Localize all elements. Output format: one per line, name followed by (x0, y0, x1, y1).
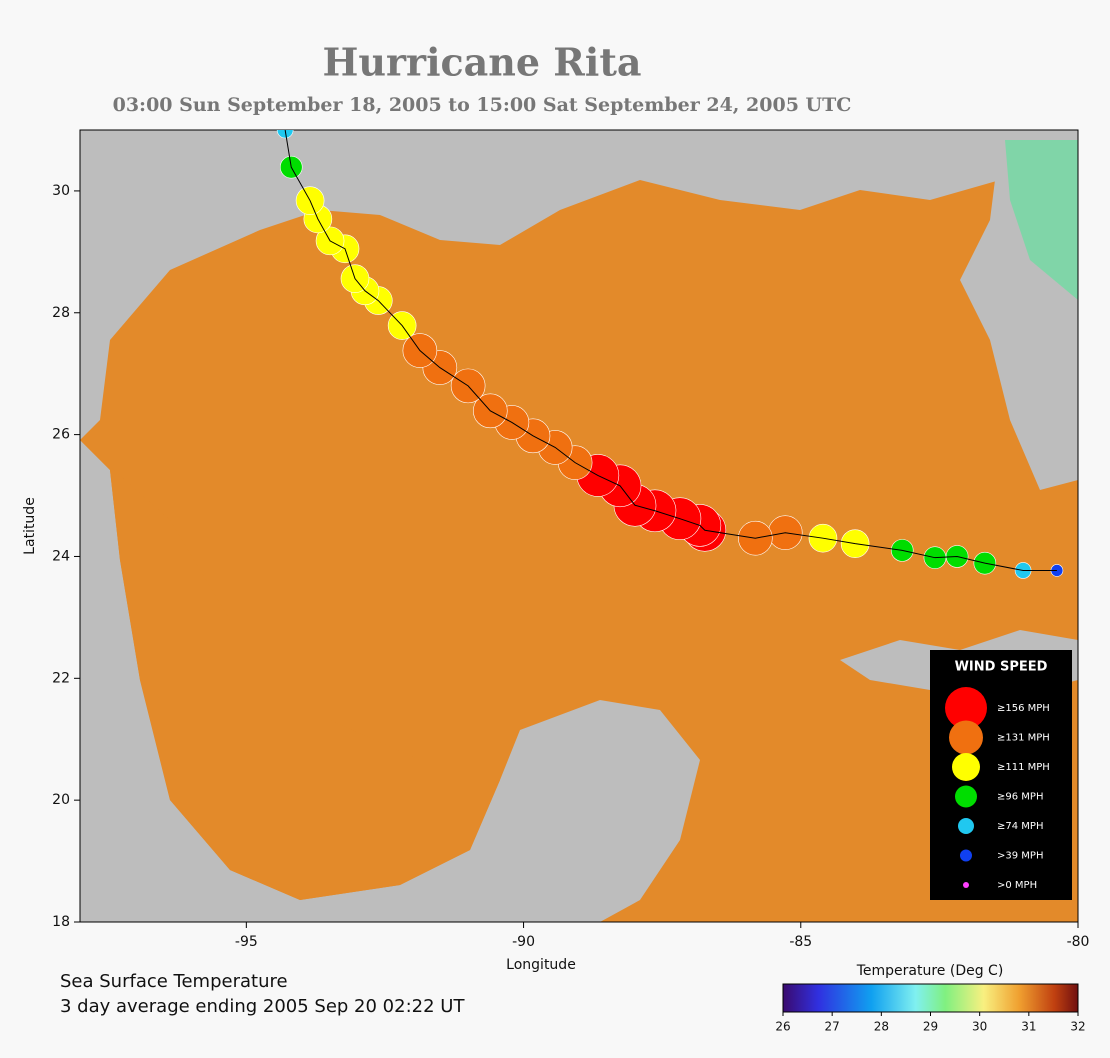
legend-label: ≥74 MPH (997, 821, 1043, 832)
x-tick-label: -90 (512, 934, 535, 950)
map (80, 130, 1078, 922)
note: Sea Surface Temperature (60, 971, 288, 992)
legend-marker (963, 882, 969, 888)
legend-marker (945, 687, 987, 729)
land-mexico (80, 440, 700, 922)
colorbar-tick-label: 28 (874, 1020, 889, 1034)
x-tick-label: -85 (789, 934, 812, 950)
y-tick-label: 26 (52, 427, 70, 443)
atlantic (1005, 140, 1078, 300)
x-axis-label: Longitude (506, 957, 576, 973)
y-tick-label: 18 (52, 914, 70, 930)
legend-title: WIND SPEED (955, 660, 1048, 675)
legend-marker (949, 720, 983, 755)
colorbar-tick-label: 30 (972, 1020, 987, 1034)
legend-label: ≥111 MPH (997, 762, 1050, 773)
note: 3 day average ending 2005 Sep 20 02:22 U… (60, 996, 465, 1017)
colorbar (782, 983, 1079, 1013)
y-tick-label: 22 (52, 670, 70, 686)
colorbar-tick-label: 26 (775, 1020, 790, 1034)
track-line (284, 129, 1057, 571)
land-north (80, 130, 1078, 440)
y-tick-label: 28 (52, 305, 70, 321)
plot-frame (79, 129, 1079, 923)
track-point (276, 130, 294, 139)
subtitle: 03:00 Sun September 18, 2005 to 15:00 Sa… (113, 94, 852, 116)
colorbar-tick-label: 32 (1070, 1020, 1085, 1034)
legend-marker (952, 753, 980, 781)
ocean-west (80, 440, 500, 900)
y-tick-label: 24 (52, 548, 70, 564)
y-tick-label: 20 (52, 792, 70, 808)
colorbar-tick-label: 29 (923, 1020, 938, 1034)
legend-marker (958, 818, 974, 834)
legend-label: ≥156 MPH (997, 703, 1050, 714)
y-tick-label: 30 (52, 183, 70, 199)
x-tick-label: -95 (235, 934, 258, 950)
legend-label: ≥131 MPH (997, 733, 1050, 744)
colorbar-label: Temperature (Deg C) (856, 963, 1004, 979)
legend-marker (960, 849, 972, 862)
legend-box (930, 650, 1072, 900)
legend-label: ≥96 MPH (997, 792, 1043, 803)
legend-label: >0 MPH (997, 880, 1037, 891)
legend-label: >39 MPH (997, 851, 1043, 862)
legend-marker (955, 785, 977, 808)
colorbar-tick-label: 31 (1021, 1020, 1036, 1034)
title: Hurricane Rita (323, 40, 642, 85)
colorbar-tick-label: 27 (825, 1020, 840, 1034)
y-axis-label: Latitude (22, 497, 38, 555)
x-tick-label: -80 (1067, 934, 1090, 950)
